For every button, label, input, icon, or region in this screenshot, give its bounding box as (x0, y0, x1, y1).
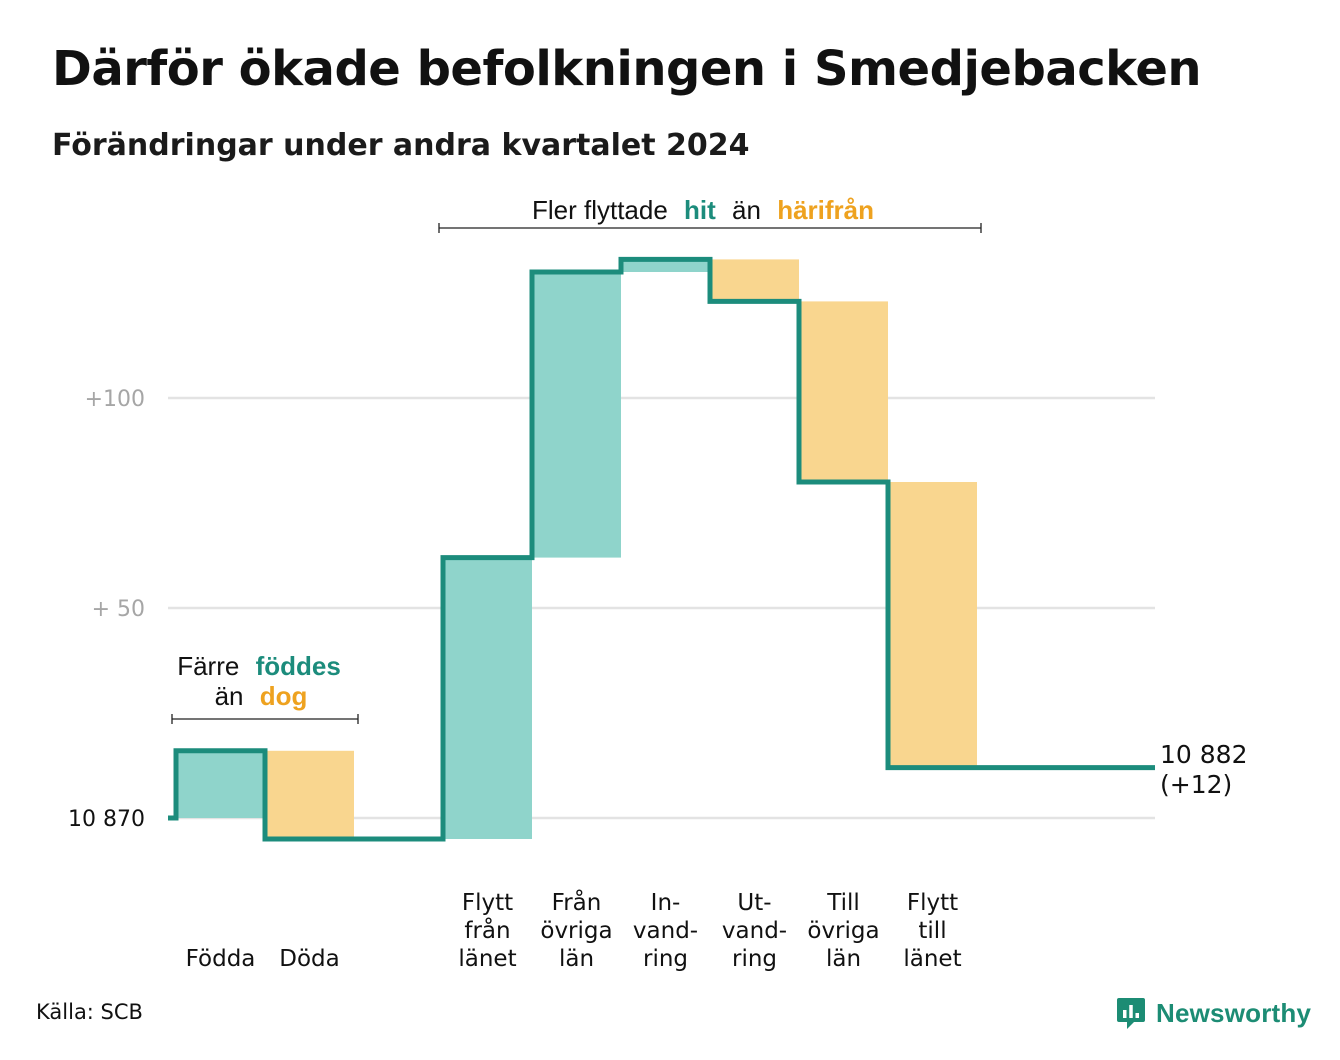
category-label: Flytt (907, 890, 958, 916)
category-label: Döda (279, 946, 339, 972)
brand-logo[interactable]: Newsworthy (1116, 994, 1311, 1032)
step-line (168, 256, 1155, 842)
annotation-text: än (215, 681, 244, 711)
bar-decrease (799, 301, 888, 482)
annotation-bracket (171, 714, 359, 724)
category-label: Födda (186, 946, 256, 972)
category-label: övriga (540, 918, 612, 944)
chart-subtitle: Förändringar under andra kvartalet 2024 (52, 128, 750, 163)
category-label: Flytt (462, 890, 513, 916)
category-label: vand- (722, 918, 787, 944)
category-label: övriga (807, 918, 879, 944)
source-note: Källa: SCB (36, 1000, 143, 1024)
annotation-text: Fler flyttade (532, 195, 668, 225)
annotation-births-line1: Färre föddes (177, 651, 341, 681)
bars (176, 259, 977, 839)
annotation-migration-text: Fler flyttade hit än härifrån (532, 195, 874, 225)
bar-decrease (710, 259, 799, 302)
annotation-orange-word: dog (260, 681, 308, 711)
category-label: vand- (633, 918, 698, 944)
category-label: länet (458, 946, 516, 972)
y-axis-tick-label: +100 (85, 387, 145, 412)
category-label: ring (643, 946, 688, 972)
bar-increase (532, 272, 621, 558)
category-label: ring (732, 946, 777, 972)
annotation-births-line2: än dog (215, 681, 308, 711)
annotation-births-deaths: Färre föddes än dog (171, 651, 359, 724)
brand-name: Newsworthy (1156, 997, 1312, 1028)
annotation-teal-word: föddes (256, 651, 341, 681)
y-axis-tick-label: + 50 (92, 597, 145, 622)
cumulative-step-line (168, 256, 1155, 842)
annotation-teal-word: hit (684, 195, 716, 225)
chart-title: Därför ökade befolkningen i Smedjebacken (52, 41, 1202, 97)
category-label: Ut- (737, 890, 771, 916)
bar-increase (443, 557, 532, 839)
bar-increase (621, 259, 710, 272)
end-value-label: 10 882 (1160, 740, 1247, 769)
category-label: län (559, 946, 594, 972)
annotation-migration: Fler flyttade hit än härifrån (438, 195, 982, 233)
category-label: In- (651, 890, 681, 916)
annotation-orange-word: härifrån (777, 195, 874, 225)
category-label: till (918, 918, 946, 944)
end-change-label: (+12) (1160, 770, 1232, 799)
category-label: län (826, 946, 861, 972)
newsworthy-logo-icon (1117, 998, 1145, 1029)
category-label: Från (552, 888, 602, 916)
category-label: från (464, 916, 510, 944)
annotation-bracket (438, 223, 982, 233)
category-label: länet (903, 946, 961, 972)
bar-decrease (888, 482, 977, 768)
category-label: Till (826, 890, 860, 916)
annotation-text: Färre (177, 651, 239, 681)
annotation-text: än (732, 195, 761, 225)
bar-decrease (265, 750, 354, 839)
y-axis-base-label: 10 870 (68, 807, 145, 832)
bar-increase (176, 750, 265, 818)
